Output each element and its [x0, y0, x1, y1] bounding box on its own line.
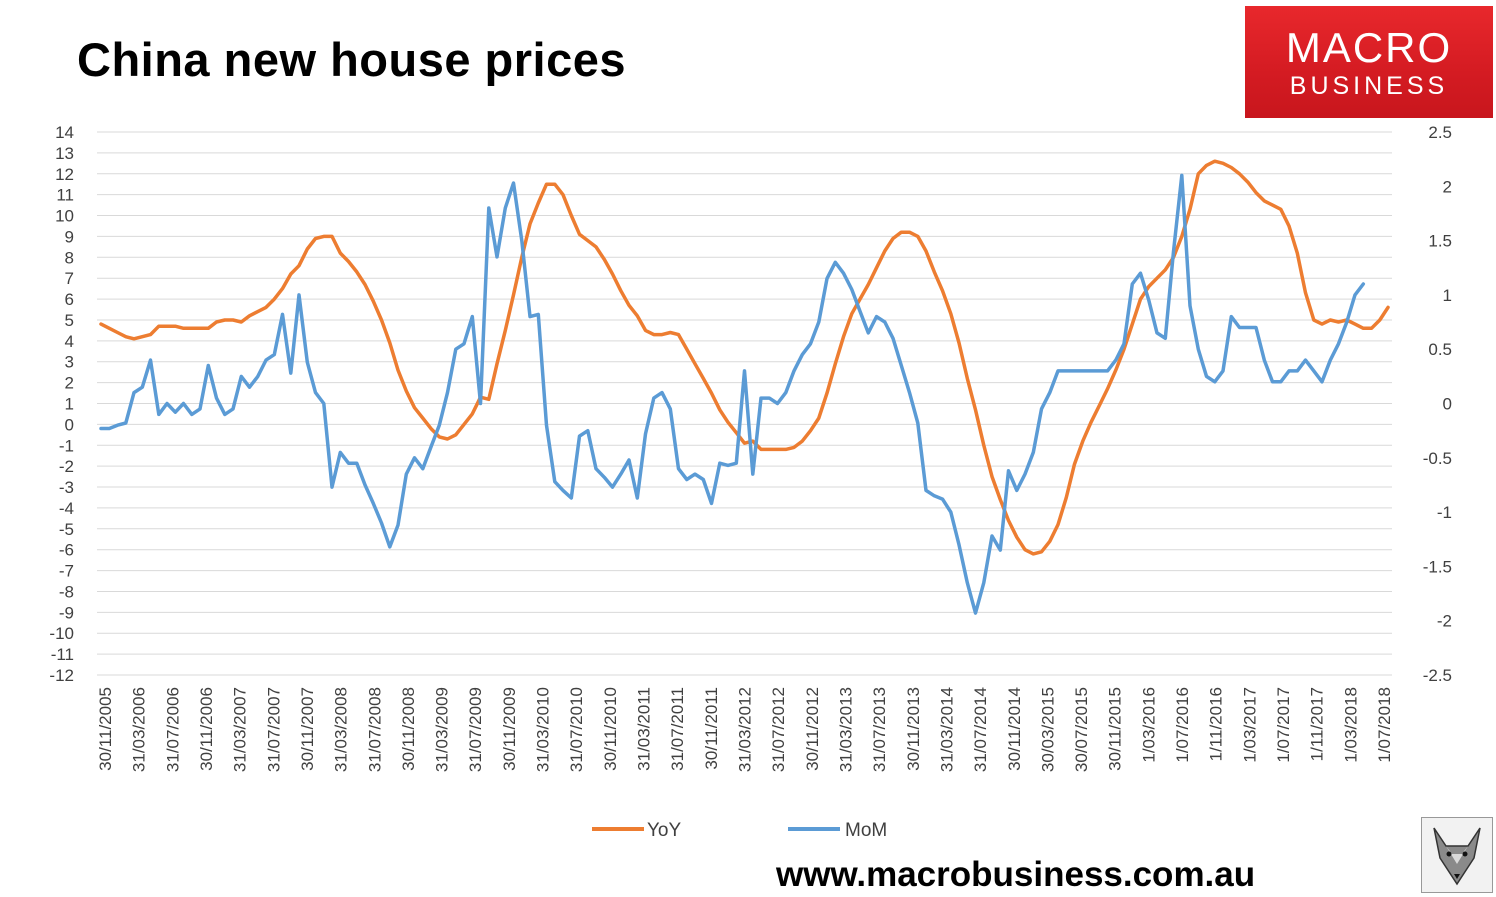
y-left-tick-label: -10 [49, 624, 74, 643]
macrobusiness-logo: MACRO BUSINESS [1245, 6, 1493, 118]
y-right-tick-label: 1 [1443, 286, 1452, 305]
y-right-tick-label: 0.5 [1428, 340, 1452, 359]
x-tick-label: 30/03/2015 [1038, 687, 1057, 772]
x-tick-label: 30/11/2008 [399, 687, 418, 771]
y-left-tick-label: 8 [65, 248, 74, 267]
y-left-tick-label: -12 [49, 666, 74, 685]
x-tick-label: 30/11/2005 [96, 687, 115, 771]
legend-label-yoy: YoY [647, 820, 681, 841]
y-right-tick-label: -2.5 [1423, 666, 1452, 685]
website-url: www.macrobusiness.com.au [776, 855, 1256, 894]
series-line-mom [99, 173, 1366, 615]
y-left-tick-label: 12 [55, 165, 74, 184]
x-tick-label: 31/03/2009 [433, 687, 452, 772]
x-tick-label: 31/03/2008 [332, 687, 351, 772]
x-tick-label: 1/03/2016 [1139, 687, 1158, 763]
y-left-tick-label: -5 [59, 520, 74, 539]
x-tick-label: 1/11/2016 [1207, 687, 1226, 761]
y-axis-left: 14131211109876543210-1-2-3-4-5-6-7-8-9-1… [49, 123, 74, 685]
y-right-tick-label: -0.5 [1423, 449, 1452, 468]
x-tick-label: 30/11/2011 [702, 687, 721, 770]
legend-label-mom: MoM [845, 820, 887, 841]
y-right-tick-label: 1.5 [1428, 232, 1452, 251]
x-tick-label: 31/07/2011 [668, 687, 687, 771]
y-right-tick-label: -2 [1437, 612, 1452, 631]
x-tick-label: 30/11/2012 [803, 687, 822, 771]
chart-title: China new house prices [77, 33, 627, 86]
y-right-tick-label: -1 [1437, 503, 1452, 522]
y-left-tick-label: -11 [51, 645, 74, 664]
y-left-tick-label: 9 [65, 227, 74, 246]
x-tick-label: 31/03/2013 [837, 687, 856, 772]
x-tick-label: 31/07/2014 [971, 687, 990, 772]
x-tick-label: 31/07/2008 [365, 687, 384, 772]
y-left-tick-label: 13 [55, 144, 74, 163]
x-tick-label: 31/07/2012 [769, 687, 788, 772]
x-tick-label: 31/07/2013 [870, 687, 889, 772]
x-tick-label: 31/03/2010 [534, 687, 553, 772]
x-axis: 30/11/2005 31/03/2006 31/07/2006 30/11/2006… [96, 687, 1394, 772]
x-tick-label: 1/11/2017 [1308, 687, 1327, 761]
y-right-tick-label: 2.5 [1428, 123, 1452, 142]
x-tick-label: 31/03/2007 [231, 687, 250, 772]
y-left-tick-label: -3 [59, 478, 74, 497]
y-left-tick-label: 3 [65, 353, 74, 372]
x-tick-label: 31/03/2011 [635, 687, 654, 771]
x-tick-label: 30/11/2015 [1106, 687, 1125, 771]
x-tick-label: 31/07/2009 [466, 687, 485, 772]
x-tick-label: 30/11/2013 [904, 687, 923, 771]
y-right-tick-label: -1.5 [1423, 557, 1452, 576]
y-left-tick-label: 0 [65, 415, 74, 434]
logo-line-macro: MACRO [1285, 24, 1453, 71]
fox-mascot-icon [1421, 817, 1493, 893]
x-tick-label: 1/07/2017 [1274, 687, 1293, 763]
x-tick-label: 31/03/2006 [130, 687, 149, 772]
y-left-tick-label: 4 [65, 332, 74, 351]
x-tick-label: 31/07/2007 [264, 687, 283, 772]
y-left-tick-label: -4 [59, 499, 74, 518]
x-tick-label: 31/07/2010 [567, 687, 586, 772]
x-tick-label: 30/11/2010 [601, 687, 620, 771]
x-tick-label: 30/11/2006 [197, 687, 216, 771]
x-tick-label: 1/03/2017 [1240, 687, 1259, 763]
x-tick-label: 30/11/2007 [298, 687, 317, 771]
x-tick-label: 30/11/2014 [1005, 687, 1024, 771]
y-left-tick-label: -9 [59, 603, 74, 622]
x-tick-label: 1/07/2018 [1375, 687, 1394, 763]
y-axis-right: 2.5 2 1.5 1 0.5 0 -0.5 -1 -1.5 -2 -2.5 [1423, 123, 1452, 685]
y-left-tick-label: -2 [59, 457, 74, 476]
x-tick-label: 1/03/2018 [1341, 687, 1360, 763]
y-left-tick-label: -1 [59, 436, 74, 455]
y-left-tick-label: 6 [65, 290, 74, 309]
x-tick-label: 30/11/2009 [500, 687, 519, 771]
y-left-tick-label: 11 [56, 186, 74, 205]
x-tick-label: 31/03/2014 [937, 687, 956, 772]
y-left-tick-label: 5 [65, 311, 74, 330]
y-left-tick-label: -6 [59, 541, 74, 560]
y-left-tick-label: 7 [65, 269, 74, 288]
y-left-tick-label: 14 [55, 123, 74, 142]
y-left-tick-label: -7 [59, 562, 74, 581]
series-lines [99, 159, 1390, 615]
y-left-tick-label: 1 [65, 395, 74, 414]
y-left-tick-label: 10 [55, 207, 74, 226]
y-left-tick-label: -8 [59, 582, 74, 601]
x-tick-label: 30/07/2015 [1072, 687, 1091, 772]
y-right-tick-label: 2 [1443, 177, 1452, 196]
x-tick-label: 1/07/2016 [1173, 687, 1192, 763]
x-tick-label: 31/07/2006 [163, 687, 182, 772]
x-tick-label: 31/03/2012 [736, 687, 755, 772]
gridlines [97, 131, 1392, 676]
y-left-tick-label: 2 [65, 374, 74, 393]
legend: YoY MoM [592, 820, 887, 841]
logo-line-business: BUSINESS [1289, 72, 1449, 100]
y-right-tick-label: 0 [1443, 395, 1452, 414]
